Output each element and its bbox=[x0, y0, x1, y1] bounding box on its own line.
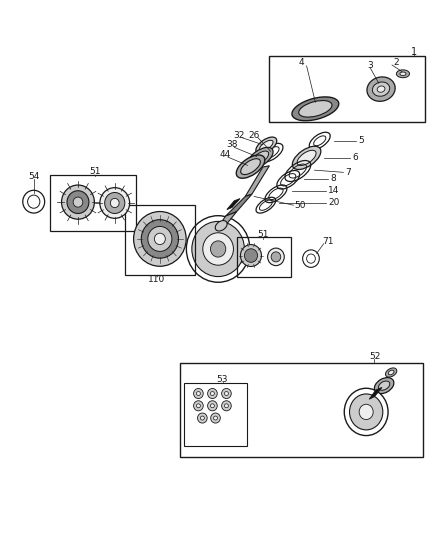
Ellipse shape bbox=[110, 198, 119, 207]
Ellipse shape bbox=[244, 249, 258, 262]
Text: 14: 14 bbox=[328, 186, 339, 195]
Text: 8: 8 bbox=[330, 174, 336, 183]
Ellipse shape bbox=[241, 159, 260, 175]
Ellipse shape bbox=[268, 248, 284, 265]
Polygon shape bbox=[369, 387, 382, 399]
Ellipse shape bbox=[385, 368, 397, 377]
Text: 32: 32 bbox=[233, 131, 244, 140]
Ellipse shape bbox=[240, 245, 261, 266]
Text: 71: 71 bbox=[322, 237, 333, 246]
Ellipse shape bbox=[196, 392, 201, 395]
Ellipse shape bbox=[372, 82, 390, 96]
Text: 26: 26 bbox=[248, 131, 260, 140]
Text: 54: 54 bbox=[28, 172, 39, 181]
Bar bbox=[269, 56, 425, 122]
Ellipse shape bbox=[134, 212, 186, 266]
Polygon shape bbox=[226, 194, 252, 216]
Text: 1: 1 bbox=[411, 47, 417, 57]
Ellipse shape bbox=[187, 216, 250, 282]
Bar bbox=[125, 205, 195, 275]
Ellipse shape bbox=[210, 392, 215, 395]
Ellipse shape bbox=[292, 97, 339, 121]
Bar bbox=[237, 237, 291, 277]
Text: 4: 4 bbox=[299, 58, 304, 67]
Ellipse shape bbox=[203, 233, 233, 265]
Ellipse shape bbox=[198, 413, 207, 423]
Ellipse shape bbox=[292, 146, 321, 169]
Ellipse shape bbox=[367, 77, 395, 101]
Ellipse shape bbox=[208, 389, 217, 399]
Ellipse shape bbox=[211, 413, 220, 423]
Text: 110: 110 bbox=[148, 275, 166, 284]
Ellipse shape bbox=[222, 401, 231, 411]
Text: 5: 5 bbox=[358, 136, 364, 146]
Ellipse shape bbox=[271, 252, 281, 262]
Polygon shape bbox=[245, 166, 269, 197]
Ellipse shape bbox=[196, 404, 201, 408]
Ellipse shape bbox=[224, 392, 229, 395]
Ellipse shape bbox=[389, 370, 394, 375]
Ellipse shape bbox=[210, 241, 226, 257]
Ellipse shape bbox=[307, 254, 315, 263]
Ellipse shape bbox=[192, 221, 244, 277]
Ellipse shape bbox=[299, 101, 332, 117]
Ellipse shape bbox=[148, 227, 172, 252]
Ellipse shape bbox=[222, 389, 231, 399]
Text: 2: 2 bbox=[394, 58, 399, 67]
Ellipse shape bbox=[23, 190, 45, 213]
Ellipse shape bbox=[194, 401, 203, 411]
Text: 3: 3 bbox=[367, 61, 373, 69]
Ellipse shape bbox=[359, 404, 373, 419]
Ellipse shape bbox=[194, 389, 203, 399]
Ellipse shape bbox=[154, 233, 166, 245]
Ellipse shape bbox=[377, 86, 385, 92]
Bar bbox=[50, 174, 136, 231]
Ellipse shape bbox=[236, 155, 265, 178]
Ellipse shape bbox=[247, 148, 273, 168]
Ellipse shape bbox=[400, 72, 406, 76]
Ellipse shape bbox=[28, 195, 40, 208]
Ellipse shape bbox=[344, 388, 388, 435]
Ellipse shape bbox=[252, 151, 268, 165]
Ellipse shape bbox=[73, 197, 83, 207]
Text: 53: 53 bbox=[217, 375, 228, 384]
Text: 6: 6 bbox=[352, 154, 358, 163]
Polygon shape bbox=[227, 199, 240, 209]
Polygon shape bbox=[218, 212, 237, 227]
Text: 51: 51 bbox=[257, 230, 268, 239]
Ellipse shape bbox=[303, 250, 319, 268]
Bar bbox=[184, 383, 247, 446]
Ellipse shape bbox=[141, 220, 179, 258]
Ellipse shape bbox=[210, 404, 215, 408]
Text: 44: 44 bbox=[220, 150, 231, 159]
Ellipse shape bbox=[224, 404, 229, 408]
Text: 50: 50 bbox=[294, 201, 306, 209]
Text: 20: 20 bbox=[328, 198, 339, 207]
Ellipse shape bbox=[67, 191, 89, 214]
Ellipse shape bbox=[208, 401, 217, 411]
Text: 51: 51 bbox=[89, 167, 100, 176]
Ellipse shape bbox=[374, 377, 394, 394]
Text: 38: 38 bbox=[226, 140, 238, 149]
Ellipse shape bbox=[396, 70, 410, 78]
Ellipse shape bbox=[350, 394, 383, 430]
Bar bbox=[180, 363, 423, 457]
Text: 7: 7 bbox=[345, 168, 351, 177]
Ellipse shape bbox=[297, 150, 316, 165]
Ellipse shape bbox=[214, 416, 217, 420]
Ellipse shape bbox=[105, 192, 125, 214]
Ellipse shape bbox=[61, 185, 94, 219]
Ellipse shape bbox=[100, 188, 130, 219]
Ellipse shape bbox=[201, 416, 204, 420]
Text: 52: 52 bbox=[369, 352, 380, 361]
Ellipse shape bbox=[260, 140, 273, 151]
Ellipse shape bbox=[256, 137, 277, 154]
Ellipse shape bbox=[215, 221, 227, 231]
Ellipse shape bbox=[378, 381, 390, 390]
